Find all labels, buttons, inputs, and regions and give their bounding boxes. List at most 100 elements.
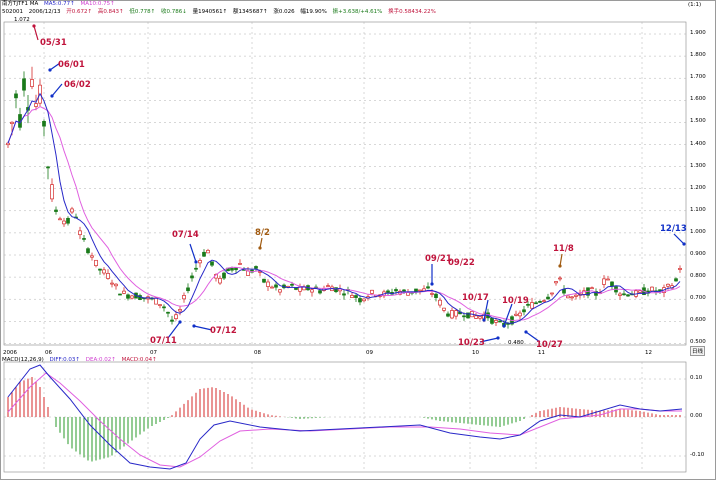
instrument-name: 南方TJTF1 MA: [2, 1, 39, 7]
candle-body: [190, 275, 194, 279]
candle-body: [58, 218, 62, 221]
candle-body: [206, 250, 210, 254]
candle-body: [558, 277, 562, 280]
annotation-arrowhead: [50, 94, 54, 98]
change-readout: 涨0.026: [273, 9, 295, 15]
annotation-arrow: [189, 243, 197, 263]
candle-body: [426, 286, 430, 289]
candle-body: [546, 296, 550, 300]
candle-body: [430, 293, 434, 295]
candle-body: [290, 283, 294, 286]
price-tick: 1.200: [690, 185, 706, 191]
candle-body: [182, 295, 186, 300]
dea-readout: DEA:0.02↑: [85, 357, 116, 363]
candle-body: [590, 287, 594, 290]
candle-body: [678, 268, 682, 270]
candle-body: [6, 142, 10, 146]
price-tick: 1.700: [690, 74, 706, 80]
candle-body: [10, 121, 14, 125]
annotation-label: 09/21: [425, 254, 452, 264]
candle-body: [522, 309, 526, 313]
candle-body: [122, 290, 126, 294]
candle-body: [490, 317, 494, 324]
price-tick: 0.500: [690, 339, 706, 345]
annotation-label: 06/01: [58, 60, 85, 70]
candle-body: [230, 268, 234, 271]
candle-body: [438, 299, 442, 306]
candle-body: [362, 298, 366, 302]
candle-body: [62, 220, 66, 225]
candle-body: [530, 302, 534, 309]
price-tick: 1.400: [690, 141, 706, 147]
annotation-label: 07/14: [172, 230, 199, 240]
candle-body: [434, 293, 438, 299]
candle-body: [198, 260, 202, 264]
macd-tick: 0.00: [690, 413, 703, 419]
annotation-arrow: [525, 331, 541, 343]
candle-body: [170, 319, 174, 322]
close-readout: 收0.786↓: [161, 9, 187, 15]
annotation-arrow: [503, 303, 513, 327]
candle-body: [42, 121, 46, 127]
annotation-arrow: [167, 321, 181, 339]
candle-body: [658, 289, 662, 292]
candle-body: [222, 272, 226, 279]
price-tick: 1.100: [690, 207, 706, 213]
price-tick: 1.900: [690, 30, 706, 36]
candle-body: [450, 310, 454, 319]
candle-body: [594, 291, 598, 296]
candle-body: [106, 273, 110, 279]
turnover-readout: 换手0.58434.22%: [388, 9, 436, 15]
annotation-label: 10/19: [502, 296, 529, 306]
period-button[interactable]: 日线: [690, 346, 706, 356]
ma10-line: [7, 106, 681, 322]
candle-body: [494, 320, 498, 323]
indicator-header: 南方TJTF1 MA MA5:0.77↑ MA10:0.75↑: [2, 1, 119, 8]
annotation-label: 10/27: [536, 340, 563, 350]
high-readout: 高0.843↑: [97, 9, 124, 15]
price-tick: 0.900: [690, 251, 706, 257]
candle-body: [126, 294, 130, 299]
annotation-label: 07/12: [210, 326, 237, 336]
annotation-arrowhead: [558, 264, 562, 268]
candle-body: [262, 278, 266, 283]
annotation-arrow: [559, 253, 563, 267]
amplitude-readout: 振+3.638/+4.61%: [332, 9, 383, 15]
annotation-arrow: [483, 299, 489, 321]
candle-body: [350, 295, 354, 298]
candle-body: [454, 310, 458, 317]
candle-body: [266, 281, 270, 287]
candle-body: [70, 208, 74, 213]
amount-readout: 额1345687↑: [233, 9, 268, 15]
candle-body: [674, 278, 678, 282]
candle-body: [574, 294, 578, 297]
candle-body: [130, 295, 134, 299]
candle-body: [30, 79, 34, 87]
annotation-label: 06/02: [64, 80, 91, 90]
time-tick: 12: [645, 350, 652, 356]
annotation-arrow: [673, 233, 685, 245]
candle-body: [386, 290, 390, 293]
candle-body: [34, 103, 38, 107]
dea-line: [7, 372, 682, 468]
annotation-arrow: [51, 83, 63, 97]
macd-readout: MACD:0.04↑: [121, 357, 157, 363]
candle-body: [358, 298, 362, 303]
annotation-label: 05/31: [40, 38, 67, 48]
candle-body: [342, 293, 346, 296]
volume-readout: 量1940561↑: [192, 9, 228, 15]
time-tick: 2006: [3, 350, 17, 356]
annotation-label: 10/23: [458, 338, 485, 348]
candle-body: [562, 288, 566, 294]
candle-body: [254, 266, 258, 269]
candle-body: [90, 255, 94, 258]
annotation-label: 8/2: [255, 228, 270, 238]
candle-body: [86, 248, 90, 254]
candle-body: [46, 166, 50, 169]
candle-body: [650, 286, 654, 292]
candle-body: [550, 292, 554, 295]
percent-readout: 幅19.90%: [300, 9, 327, 15]
annotation-arrowhead: [682, 242, 686, 246]
